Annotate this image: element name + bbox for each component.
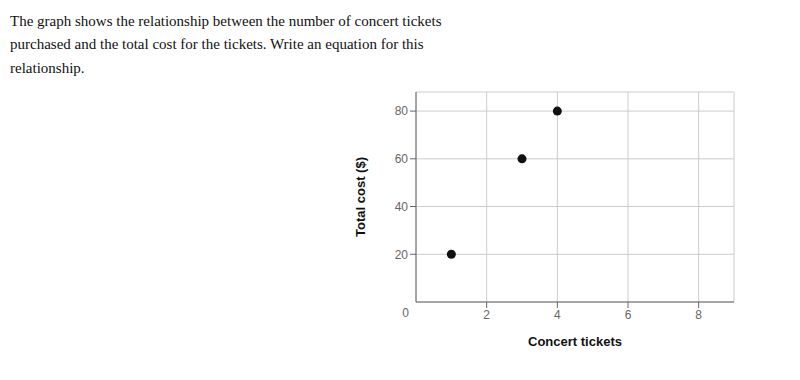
svg-text:6: 6 (625, 307, 632, 321)
svg-text:Concert tickets: Concert tickets (528, 334, 622, 349)
svg-text:40: 40 (395, 200, 409, 214)
svg-text:2: 2 (483, 307, 490, 321)
html-text:The graph shows the relationsh: The graph shows the relationship between… (10, 13, 442, 76)
svg-text:4: 4 (554, 307, 561, 321)
svg-text:8: 8 (695, 307, 702, 321)
svg-text:60: 60 (395, 152, 409, 166)
svg-text:0: 0 (402, 306, 409, 320)
svg-text:80: 80 (395, 104, 409, 118)
svg-text:Total cost ($): Total cost ($) (353, 157, 368, 237)
svg-text:20: 20 (395, 247, 409, 261)
